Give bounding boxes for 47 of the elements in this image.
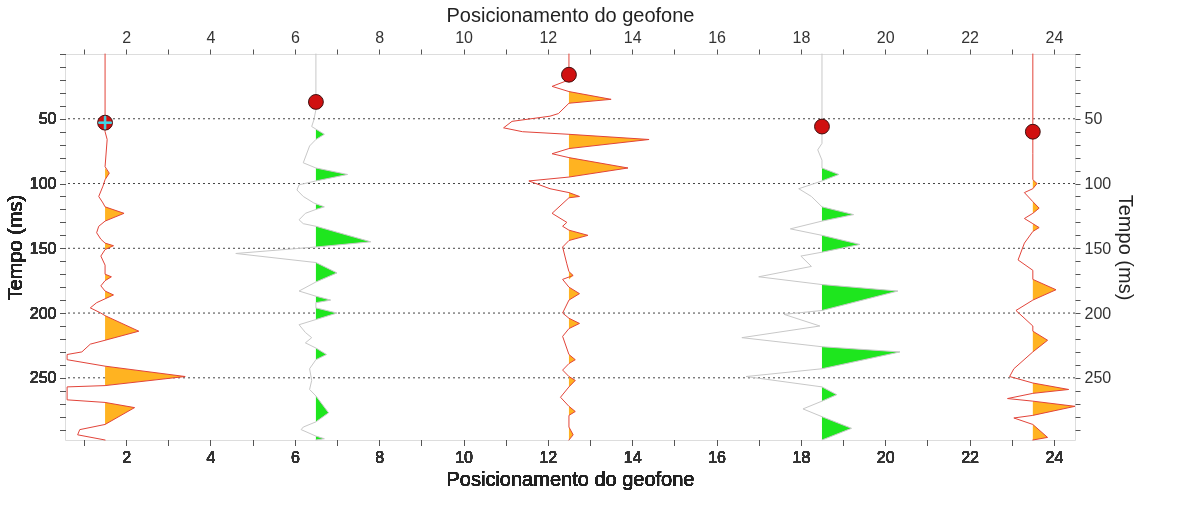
- x-tick-label: 24: [1045, 448, 1064, 466]
- x-tick-label: 6: [290, 448, 300, 466]
- x-tick-label: 8: [375, 448, 385, 466]
- line-series: [1007, 53, 1076, 441]
- y2-tick-label: 100: [1084, 175, 1112, 193]
- line-series: [66, 53, 186, 441]
- y2-tick-label: 200: [1084, 304, 1112, 322]
- x-tick-label: 12: [539, 448, 558, 466]
- y2-tick-label: 50: [1084, 110, 1103, 128]
- x2-tick-label: 6: [290, 28, 300, 46]
- y2-axis-title: Tempo (ms): [1115, 194, 1138, 301]
- y-tick-label: 250: [29, 369, 57, 387]
- line-series: [503, 53, 650, 441]
- line-series: [235, 53, 372, 441]
- x2-tick-label: 10: [455, 28, 474, 46]
- point: [814, 118, 830, 135]
- x-tick-label: 10: [455, 448, 474, 466]
- x2-tick-label: 14: [623, 28, 642, 46]
- point: [1024, 123, 1041, 140]
- x2-tick-label: 22: [961, 28, 980, 46]
- y2-tick-label: 250: [1084, 369, 1112, 387]
- x2-tick-label: 20: [876, 28, 895, 46]
- y-axis-title: Tempo (ms): [3, 194, 26, 301]
- y-tick-label: 100: [29, 175, 57, 193]
- x-axis-title: Posicionamento do geofone: [446, 467, 695, 490]
- y-tick-label: 150: [29, 239, 57, 257]
- point: [308, 94, 324, 110]
- x-tick-label: 18: [792, 448, 811, 466]
- y-tick-label: 50: [38, 110, 57, 128]
- x-tick-label: 2: [122, 448, 132, 466]
- x-tick-label: 16: [708, 448, 727, 466]
- x2-tick-label: 12: [539, 28, 558, 46]
- x-tick-label: 22: [961, 448, 980, 466]
- x2-axis-title: Posicionamento do geofone: [446, 3, 695, 26]
- x-tick-label: 4: [206, 448, 216, 466]
- x2-tick-label: 8: [375, 28, 385, 46]
- x-tick-label: 20: [876, 448, 895, 466]
- x2-tick-label: 2: [122, 28, 132, 46]
- line-series: [741, 53, 901, 441]
- x2-tick-label: 18: [792, 28, 811, 46]
- x-tick-label: 14: [623, 448, 642, 466]
- x2-tick-label: 24: [1045, 28, 1064, 46]
- y-tick-label: 200: [29, 304, 57, 322]
- y2-tick-label: 150: [1084, 239, 1112, 257]
- point: [561, 66, 577, 83]
- x2-tick-label: 4: [206, 28, 216, 46]
- x2-tick-label: 16: [708, 28, 727, 46]
